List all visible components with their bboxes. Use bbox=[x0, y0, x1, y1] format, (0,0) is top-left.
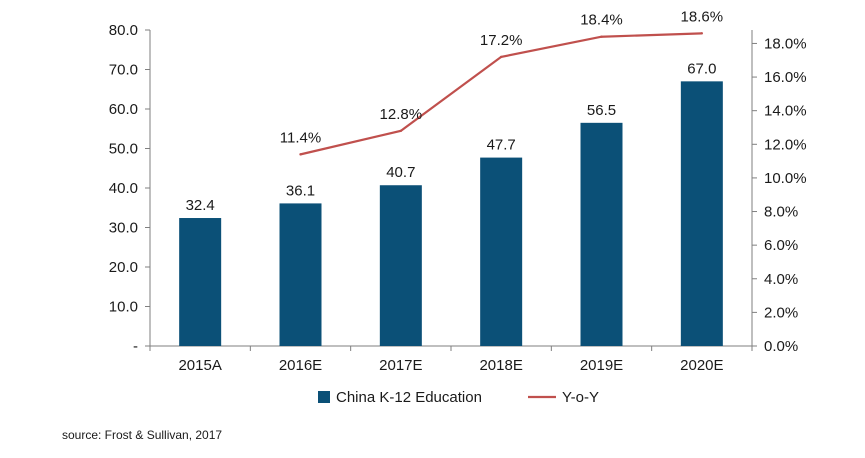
left-axis-tick-label: - bbox=[133, 338, 138, 355]
x-axis-tick-label: 2019E bbox=[580, 357, 623, 374]
bar-value-label: 47.7 bbox=[487, 137, 516, 154]
yoy-point bbox=[399, 129, 403, 133]
yoy-value-label: 18.6% bbox=[681, 8, 724, 25]
x-axis-tick-label: 2020E bbox=[680, 357, 723, 374]
bar-2015A bbox=[179, 218, 222, 346]
left-axis-tick-label: 50.0 bbox=[109, 141, 138, 158]
bar-2019E bbox=[580, 122, 623, 346]
yoy-value-label: 12.8% bbox=[380, 106, 423, 123]
yoy-point bbox=[600, 35, 603, 38]
right-axis-tick-label: 2.0% bbox=[764, 304, 798, 321]
yoy-value-label: 18.4% bbox=[580, 12, 623, 29]
legend-label-line: Y-o-Y bbox=[562, 389, 599, 406]
right-axis-tick-label: 4.0% bbox=[764, 271, 798, 288]
bar-value-label: 32.4 bbox=[186, 197, 215, 214]
yoy-value-label: 17.2% bbox=[480, 32, 523, 49]
right-axis-tick-label: 12.0% bbox=[764, 136, 807, 153]
right-axis-tick-label: 16.0% bbox=[764, 69, 807, 86]
right-axis-tick-label: 0.0% bbox=[764, 338, 798, 355]
left-axis-tick-label: 20.0 bbox=[109, 259, 138, 276]
x-axis-tick-label: 2017E bbox=[379, 357, 422, 374]
left-axis-tick-label: 10.0 bbox=[109, 299, 138, 316]
bar-2020E bbox=[680, 81, 723, 346]
left-axis-tick-label: 80.0 bbox=[109, 22, 138, 39]
bar-2016E bbox=[279, 203, 322, 346]
bar-value-label: 56.5 bbox=[587, 102, 616, 119]
left-axis-tick-label: 60.0 bbox=[109, 101, 138, 118]
right-axis-tick-label: 14.0% bbox=[764, 103, 807, 120]
yoy-point bbox=[700, 32, 704, 35]
bar-2018E bbox=[480, 157, 523, 346]
bar-2017E bbox=[379, 185, 422, 346]
left-axis-tick-label: 70.0 bbox=[109, 62, 138, 79]
yoy-point bbox=[299, 153, 302, 156]
left-axis-tick-label: 30.0 bbox=[109, 220, 138, 237]
legend-label-bar: China K-12 Education bbox=[336, 389, 482, 406]
x-axis-tick-label: 2015A bbox=[178, 357, 221, 374]
yoy-value-label: 11.4% bbox=[280, 129, 321, 146]
right-axis-tick-label: 8.0% bbox=[764, 204, 798, 221]
x-axis-tick-label: 2018E bbox=[479, 357, 522, 374]
bar-value-label: 40.7 bbox=[386, 164, 415, 181]
right-axis-tick-label: 6.0% bbox=[764, 237, 798, 254]
bar-value-label: 67.0 bbox=[687, 60, 716, 77]
legend-swatch-bar bbox=[318, 391, 330, 403]
right-axis-tick-label: 18.0% bbox=[764, 35, 807, 52]
left-axis-tick-label: 40.0 bbox=[109, 180, 138, 197]
x-axis-tick-label: 2016E bbox=[279, 357, 322, 374]
right-axis-tick-label: 10.0% bbox=[764, 170, 807, 187]
yoy-point bbox=[499, 55, 503, 59]
source-note: source: Frost & Sullivan, 2017 bbox=[62, 428, 223, 442]
bar-value-label: 36.1 bbox=[286, 182, 315, 199]
